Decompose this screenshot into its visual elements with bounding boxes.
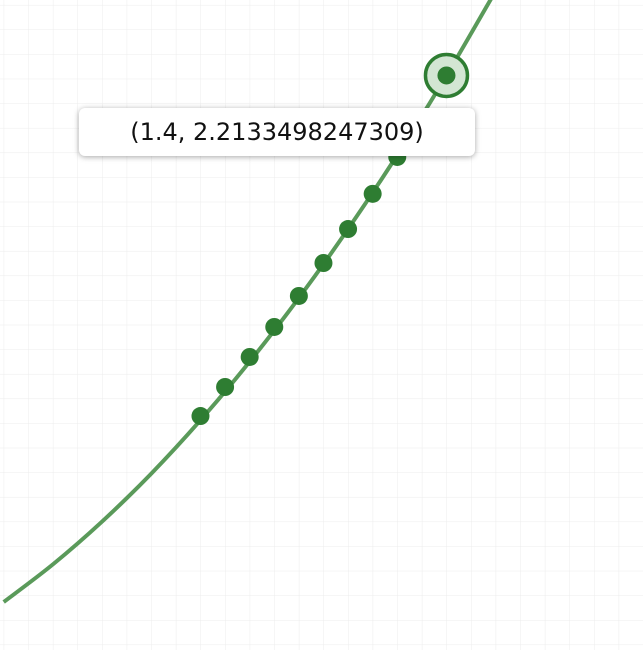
data-point [265, 317, 284, 336]
data-point [240, 347, 259, 366]
data-point [216, 377, 235, 396]
data-point [191, 407, 210, 426]
data-point [339, 220, 358, 239]
data-point [363, 184, 382, 203]
data-point [289, 286, 308, 305]
selected-point [437, 66, 456, 85]
point-tooltip: (1.4, 2.2133498247309) [79, 108, 475, 156]
data-point [314, 254, 333, 273]
